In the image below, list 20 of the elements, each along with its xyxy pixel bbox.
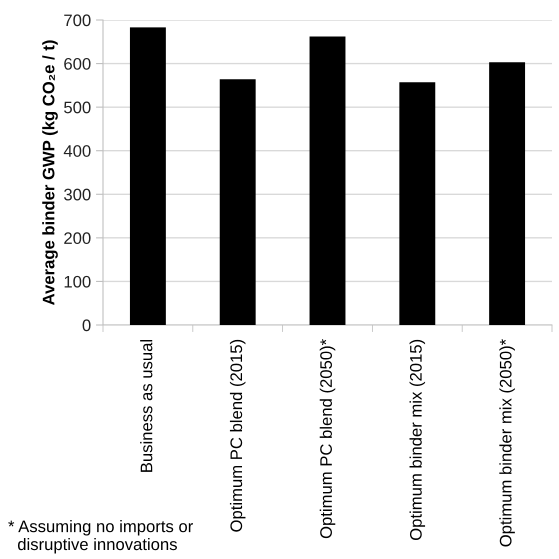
bar (130, 27, 166, 325)
y-tick-label: 700 (64, 14, 91, 26)
y-tick-label: 600 (64, 58, 91, 70)
x-tick-label: Optimum PC blend (2015) (230, 340, 246, 532)
x-tick-label: Optimum binder mix (2015) (410, 340, 426, 540)
y-tick-label: 300 (64, 188, 91, 200)
y-axis-title: Average binder GWP (kg CO₂e / t) (42, 40, 58, 305)
y-tick-label: 500 (64, 102, 91, 114)
bar (310, 36, 346, 325)
bar (489, 62, 526, 325)
bar (399, 82, 436, 325)
y-tick-label: 200 (64, 232, 91, 244)
x-tick-label: Business as usual (140, 340, 152, 472)
bar (220, 79, 256, 325)
y-tick-label: 0 (82, 319, 91, 332)
y-tick-label: 400 (64, 145, 91, 157)
text: * Assuming no imports or disruptive innovations (8, 520, 193, 554)
y-tick-label: 100 (64, 276, 91, 288)
x-tick-label: Optimum PC blend (2050)* (320, 339, 336, 538)
x-tick-label: Optimum binder mix (2050)* (499, 339, 515, 546)
